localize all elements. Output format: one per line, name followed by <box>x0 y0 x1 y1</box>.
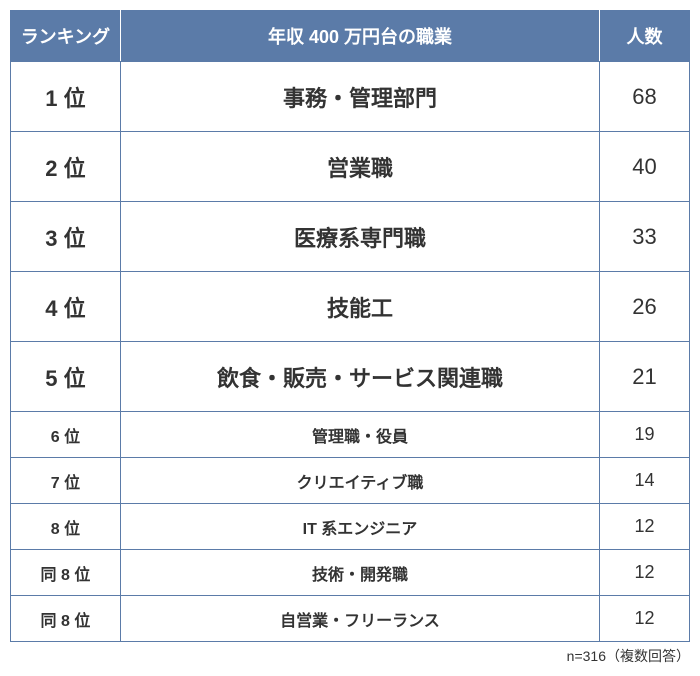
cell-rank: 同 8 位 <box>11 550 121 596</box>
cell-count: 19 <box>600 412 690 458</box>
table-header-row: ランキング 年収 400 万円台の職業 人数 <box>11 11 690 62</box>
cell-rank: 4 位 <box>11 272 121 342</box>
cell-job: 技能工 <box>120 272 599 342</box>
cell-rank: 3 位 <box>11 202 121 272</box>
table-row: 5 位飲食・販売・サービス関連職21 <box>11 342 690 412</box>
col-header-rank: ランキング <box>11 11 121 62</box>
table-row: 4 位技能工26 <box>11 272 690 342</box>
cell-job: 営業職 <box>120 132 599 202</box>
ranking-table: ランキング 年収 400 万円台の職業 人数 1 位事務・管理部門682 位営業… <box>10 10 690 642</box>
cell-rank: 5 位 <box>11 342 121 412</box>
cell-job: 医療系専門職 <box>120 202 599 272</box>
table-body: 1 位事務・管理部門682 位営業職403 位医療系専門職334 位技能工265… <box>11 62 690 642</box>
cell-count: 33 <box>600 202 690 272</box>
cell-count: 68 <box>600 62 690 132</box>
cell-rank: 1 位 <box>11 62 121 132</box>
cell-rank: 7 位 <box>11 458 121 504</box>
cell-rank: 2 位 <box>11 132 121 202</box>
cell-count: 26 <box>600 272 690 342</box>
col-header-count: 人数 <box>600 11 690 62</box>
table-row: 同 8 位自営業・フリーランス12 <box>11 596 690 642</box>
table-row: 2 位営業職40 <box>11 132 690 202</box>
cell-job: 管理職・役員 <box>120 412 599 458</box>
cell-count: 14 <box>600 458 690 504</box>
cell-job: 事務・管理部門 <box>120 62 599 132</box>
table-row: 8 位IT 系エンジニア12 <box>11 504 690 550</box>
table-row: 7 位クリエイティブ職14 <box>11 458 690 504</box>
cell-count: 40 <box>600 132 690 202</box>
cell-rank: 同 8 位 <box>11 596 121 642</box>
cell-count: 21 <box>600 342 690 412</box>
cell-rank: 6 位 <box>11 412 121 458</box>
cell-job: 飲食・販売・サービス関連職 <box>120 342 599 412</box>
col-header-job: 年収 400 万円台の職業 <box>120 11 599 62</box>
cell-rank: 8 位 <box>11 504 121 550</box>
table-row: 1 位事務・管理部門68 <box>11 62 690 132</box>
cell-count: 12 <box>600 596 690 642</box>
cell-count: 12 <box>600 504 690 550</box>
cell-job: 自営業・フリーランス <box>120 596 599 642</box>
cell-job: 技術・開発職 <box>120 550 599 596</box>
cell-count: 12 <box>600 550 690 596</box>
sample-size-note: n=316（複数回答） <box>10 646 690 666</box>
table-row: 3 位医療系専門職33 <box>11 202 690 272</box>
table-row: 同 8 位技術・開発職12 <box>11 550 690 596</box>
cell-job: IT 系エンジニア <box>120 504 599 550</box>
table-row: 6 位管理職・役員19 <box>11 412 690 458</box>
cell-job: クリエイティブ職 <box>120 458 599 504</box>
